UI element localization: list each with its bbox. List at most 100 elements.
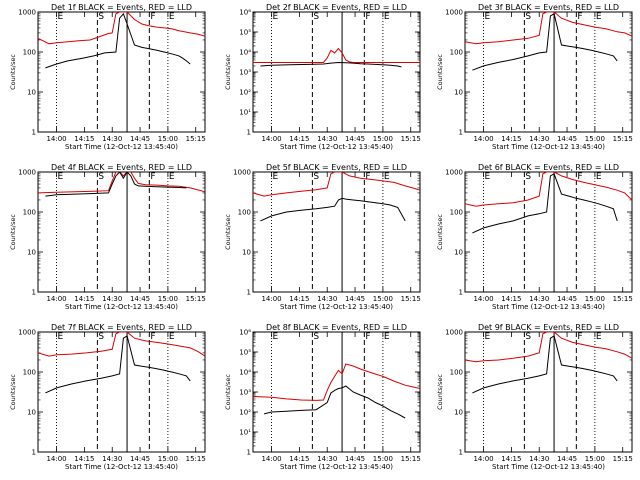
marker-letter-e: E [273,12,279,22]
x-tick-label: 14:30 [529,135,549,143]
y-axis-label: Counts/sec [9,54,17,90]
x-tick-label: 15:15 [186,455,206,463]
marker-letter-e: E [485,12,491,22]
x-tick-label: 14:45 [345,135,365,143]
marker-letter-e: E [485,172,491,182]
x-tick-label: 14:00 [261,135,281,143]
marker-letter-e: E [58,332,64,342]
panel-title: Det 2f BLACK = Events, RED = LLD [266,3,407,12]
plot-frame [37,171,206,293]
x-tick-label: 14:30 [102,295,122,303]
y-tick-label: 1000 [445,329,463,337]
panel-det-7: Det 7f BLACK = Events, RED = LLD 1 10 100 10… [9,323,206,471]
marker-letter-f: F [150,12,155,22]
marker-letter-e: E [273,172,279,182]
x-tick-label: 15:00 [158,295,178,303]
series-lld-red [253,363,420,401]
y-tick-label: 10² [239,89,251,97]
y-axis-label: Counts/sec [224,54,232,90]
y-tick-label: 10 [242,249,251,257]
x-tick-label: 15:00 [585,135,605,143]
marker-letter-e: E [384,332,390,342]
marker-letter-e: E [384,172,390,182]
panel-det-2: Det 2f BLACK = Events, RED = LLD 1 10¹ 10² 1… [224,3,421,151]
x-tick-label: 14:45 [130,455,150,463]
y-tick-label: 10¹ [239,109,251,117]
x-tick-label: 14:45 [557,295,577,303]
series-events-black [45,12,191,69]
panel-title: Det 3f BLACK = Events, RED = LLD [478,3,619,12]
y-tick-label: 10 [27,89,36,97]
series-events-black [472,335,618,394]
x-tick-label: 15:00 [585,455,605,463]
x-tick-label: 15:15 [613,295,633,303]
y-tick-label: 10¹ [239,429,251,437]
x-tick-label: 14:00 [261,295,281,303]
marker-letter-e: E [596,332,602,342]
y-tick-label: 1 [459,449,463,457]
y-tick-label: 10 [27,249,36,257]
panel-det-4: Det 4f BLACK = Events, RED = LLD 1 10 100 10… [9,163,206,311]
y-tick-label: 1 [459,289,463,297]
y-tick-label: 100 [238,209,251,217]
y-tick-label: 10² [239,409,251,417]
marker-letter-s: S [313,12,319,22]
marker-letter-s: S [525,332,531,342]
panel-title: Det 9f BLACK = Events, RED = LLD [478,323,619,332]
x-tick-label: 14:30 [317,135,337,143]
y-tick-label: 100 [23,369,36,377]
x-tick-label: 14:45 [130,295,150,303]
plot-frame [252,11,421,133]
plot-frame [37,11,206,133]
x-tick-label: 15:15 [401,295,421,303]
series-lld-red [38,172,205,194]
y-tick-label: 1 [32,449,36,457]
x-tick-label: 14:00 [473,295,493,303]
marker-letter-e: E [58,12,64,22]
panel-title: Det 6f BLACK = Events, RED = LLD [478,163,619,172]
y-tick-label: 100 [450,369,463,377]
series-events-black [263,385,406,419]
x-tick-label: 14:15 [289,455,309,463]
marker-letter-e: E [169,172,175,182]
y-tick-label: 10⁵ [239,349,251,357]
y-tick-label: 1000 [445,169,463,177]
y-tick-label: 1 [247,289,251,297]
marker-letter-f: F [365,172,370,182]
x-tick-label: 15:15 [186,135,206,143]
x-tick-label: 14:45 [557,455,577,463]
panel-title: Det 4f BLACK = Events, RED = LLD [51,163,192,172]
y-tick-label: 100 [23,209,36,217]
series-events-black [260,197,406,222]
marker-letter-s: S [98,12,104,22]
x-tick-label: 14:15 [501,135,521,143]
y-tick-label: 1 [247,449,251,457]
y-tick-label: 1 [247,129,251,137]
x-tick-label: 14:45 [345,295,365,303]
y-tick-label: 10 [27,409,36,417]
x-tick-label: 15:00 [373,295,393,303]
x-axis-label: Start Time (12-Oct-12 13:45:40) [280,143,393,151]
marker-letter-s: S [98,172,104,182]
x-tick-label: 14:00 [473,135,493,143]
marker-letter-f: F [150,172,155,182]
x-tick-label: 14:30 [317,455,337,463]
x-axis-label: Start Time (12-Oct-12 13:45:40) [492,143,605,151]
y-tick-label: 10⁵ [239,29,251,37]
y-tick-label: 10³ [239,69,251,77]
plot-frame [37,331,206,453]
x-tick-label: 14:15 [74,135,94,143]
x-tick-label: 14:00 [46,295,66,303]
series-lld-red [465,172,632,207]
panel-det-6: Det 6f BLACK = Events, RED = LLD 1 10 100 10… [436,163,633,311]
y-axis-label: Counts/sec [224,214,232,250]
x-axis-label: Start Time (12-Oct-12 13:45:40) [65,303,178,311]
x-tick-label: 14:15 [501,455,521,463]
panel-det-1: Det 1f BLACK = Events, RED = LLD 1 10 100 10… [9,3,206,151]
series-events-black [260,61,402,68]
y-tick-label: 1000 [18,169,36,177]
series-lld-red [38,12,205,45]
y-tick-label: 100 [23,49,36,57]
panel-det-3: Det 3f BLACK = Events, RED = LLD 1 10 100 10… [436,3,633,151]
y-axis-label: Counts/sec [224,374,232,410]
